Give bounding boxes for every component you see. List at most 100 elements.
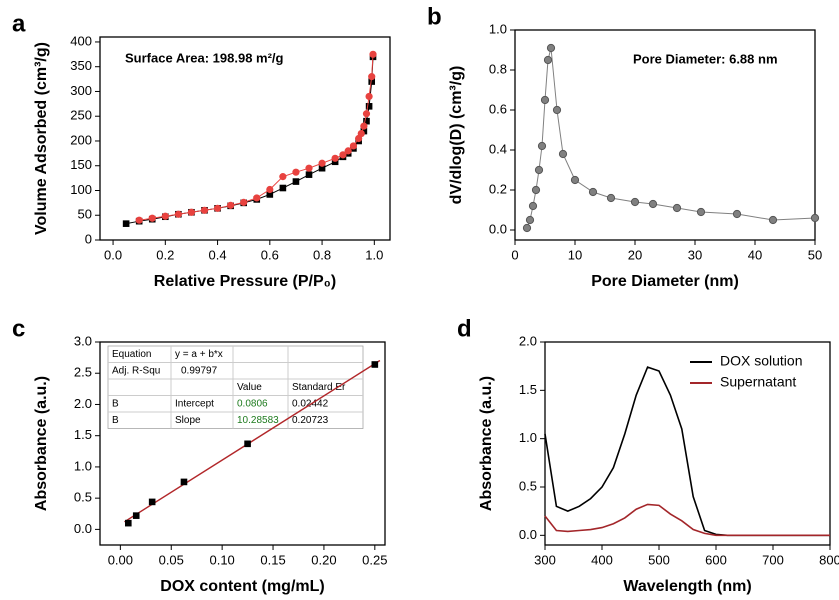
legend-label: Supernatant <box>720 374 796 390</box>
table-cell: 0.99797 <box>181 365 218 376</box>
marker <box>279 184 287 192</box>
table-header: Standard Er <box>292 382 346 393</box>
marker <box>558 149 568 159</box>
y-tick-label: 300 <box>70 83 92 98</box>
marker <box>305 171 313 178</box>
marker <box>522 223 532 233</box>
x-tick-label: 10 <box>568 247 582 262</box>
y-tick-label: 200 <box>70 132 92 147</box>
marker <box>318 159 326 167</box>
x-tick-label: 30 <box>688 247 702 262</box>
y-tick-label: 250 <box>70 108 92 123</box>
x-axis-label: Pore Diameter (nm) <box>591 273 739 290</box>
x-tick-label: 0.6 <box>261 247 279 262</box>
marker <box>528 201 538 211</box>
marker <box>213 204 222 212</box>
y-tick-label: 1.0 <box>489 21 507 36</box>
x-tick-label: 50 <box>808 247 822 262</box>
y-tick-label: 2.0 <box>74 396 92 411</box>
plot-frame <box>514 29 816 241</box>
marker <box>810 213 820 223</box>
panel-label: d <box>457 315 472 342</box>
y-tick-label: 0.4 <box>489 141 507 156</box>
marker <box>540 95 550 105</box>
x-tick-label: 0.0 <box>104 247 122 262</box>
y-tick-label: 50 <box>78 207 92 222</box>
marker <box>537 141 547 151</box>
marker <box>227 201 235 209</box>
marker <box>534 165 544 175</box>
marker <box>305 164 313 172</box>
marker <box>331 154 339 162</box>
marker <box>240 198 248 206</box>
table-cell: 0.20723 <box>292 415 329 426</box>
marker <box>362 110 371 118</box>
y-tick-label: 3.0 <box>74 333 92 348</box>
marker <box>344 147 352 155</box>
marker <box>363 117 370 125</box>
y-tick-label: 1.5 <box>519 382 537 397</box>
y-tick-label: 0.0 <box>519 527 537 542</box>
table-cell: Slope <box>175 415 201 426</box>
y-tick-label: 0.0 <box>74 521 92 536</box>
fit-table <box>107 345 364 429</box>
marker <box>339 151 347 159</box>
y-tick-label: 0.6 <box>489 101 507 116</box>
marker <box>132 512 140 519</box>
marker <box>543 55 553 65</box>
table-cell: B <box>112 398 119 409</box>
marker <box>369 50 377 58</box>
marker <box>365 103 373 110</box>
x-tick-label: 40 <box>748 247 762 262</box>
series-line <box>544 503 830 537</box>
marker <box>546 43 556 53</box>
x-tick-label: 1.0 <box>365 247 383 262</box>
y-tick-label: 350 <box>70 58 92 73</box>
x-tick-label: 0.15 <box>260 552 285 567</box>
plot-frame <box>544 341 831 546</box>
y-tick-label: 0.8 <box>489 61 507 76</box>
y-axis-label: dV/dlog(D) (cm³/g) <box>448 66 465 205</box>
marker <box>368 78 376 85</box>
marker <box>732 209 742 219</box>
y-axis-label: Absorbance (a.u.) <box>478 376 495 511</box>
marker <box>279 173 287 181</box>
series-line <box>126 56 374 225</box>
x-axis-label: Wavelength (nm) <box>623 578 751 595</box>
marker <box>365 92 373 101</box>
marker <box>266 185 274 194</box>
table-cell: 10.28583 <box>237 415 279 426</box>
y-axis-label: Volume Adsorbed (cm³/g) <box>33 42 50 235</box>
marker <box>148 498 156 506</box>
marker <box>672 203 682 213</box>
marker <box>124 519 132 527</box>
marker <box>552 105 562 115</box>
x-tick-label: 0.2 <box>156 247 174 262</box>
marker <box>525 215 535 225</box>
marker <box>180 478 188 486</box>
table-cell: Adj. R-Squ <box>112 365 160 376</box>
marker <box>606 193 616 203</box>
marker <box>696 207 706 217</box>
plot-frame <box>99 36 391 241</box>
table-cell: y = a + b*x <box>175 349 223 360</box>
marker <box>368 73 376 81</box>
x-tick-label: 300 <box>534 552 556 567</box>
y-tick-label: 0.5 <box>74 490 92 505</box>
y-tick-label: 1.0 <box>519 430 537 445</box>
table-cell: Intercept <box>175 398 214 409</box>
marker <box>148 214 156 222</box>
marker <box>355 134 363 143</box>
marker <box>266 191 274 198</box>
marker <box>630 197 640 207</box>
x-tick-label: 0.25 <box>362 552 387 567</box>
x-tick-label: 0.8 <box>313 247 331 262</box>
x-tick-label: 700 <box>762 552 784 567</box>
y-tick-label: 0 <box>85 231 92 246</box>
y-tick-label: 1.0 <box>74 458 92 473</box>
y-tick-label: 100 <box>70 182 92 197</box>
y-tick-label: 0.0 <box>489 221 507 236</box>
marker <box>187 208 196 216</box>
